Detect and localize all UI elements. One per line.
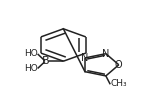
Text: N: N [102,49,110,59]
Text: O: O [115,60,123,70]
Text: B: B [42,56,50,66]
Text: N: N [81,53,89,63]
Text: HO: HO [24,64,37,73]
Text: CH₃: CH₃ [111,79,127,88]
Text: HO: HO [24,49,37,58]
